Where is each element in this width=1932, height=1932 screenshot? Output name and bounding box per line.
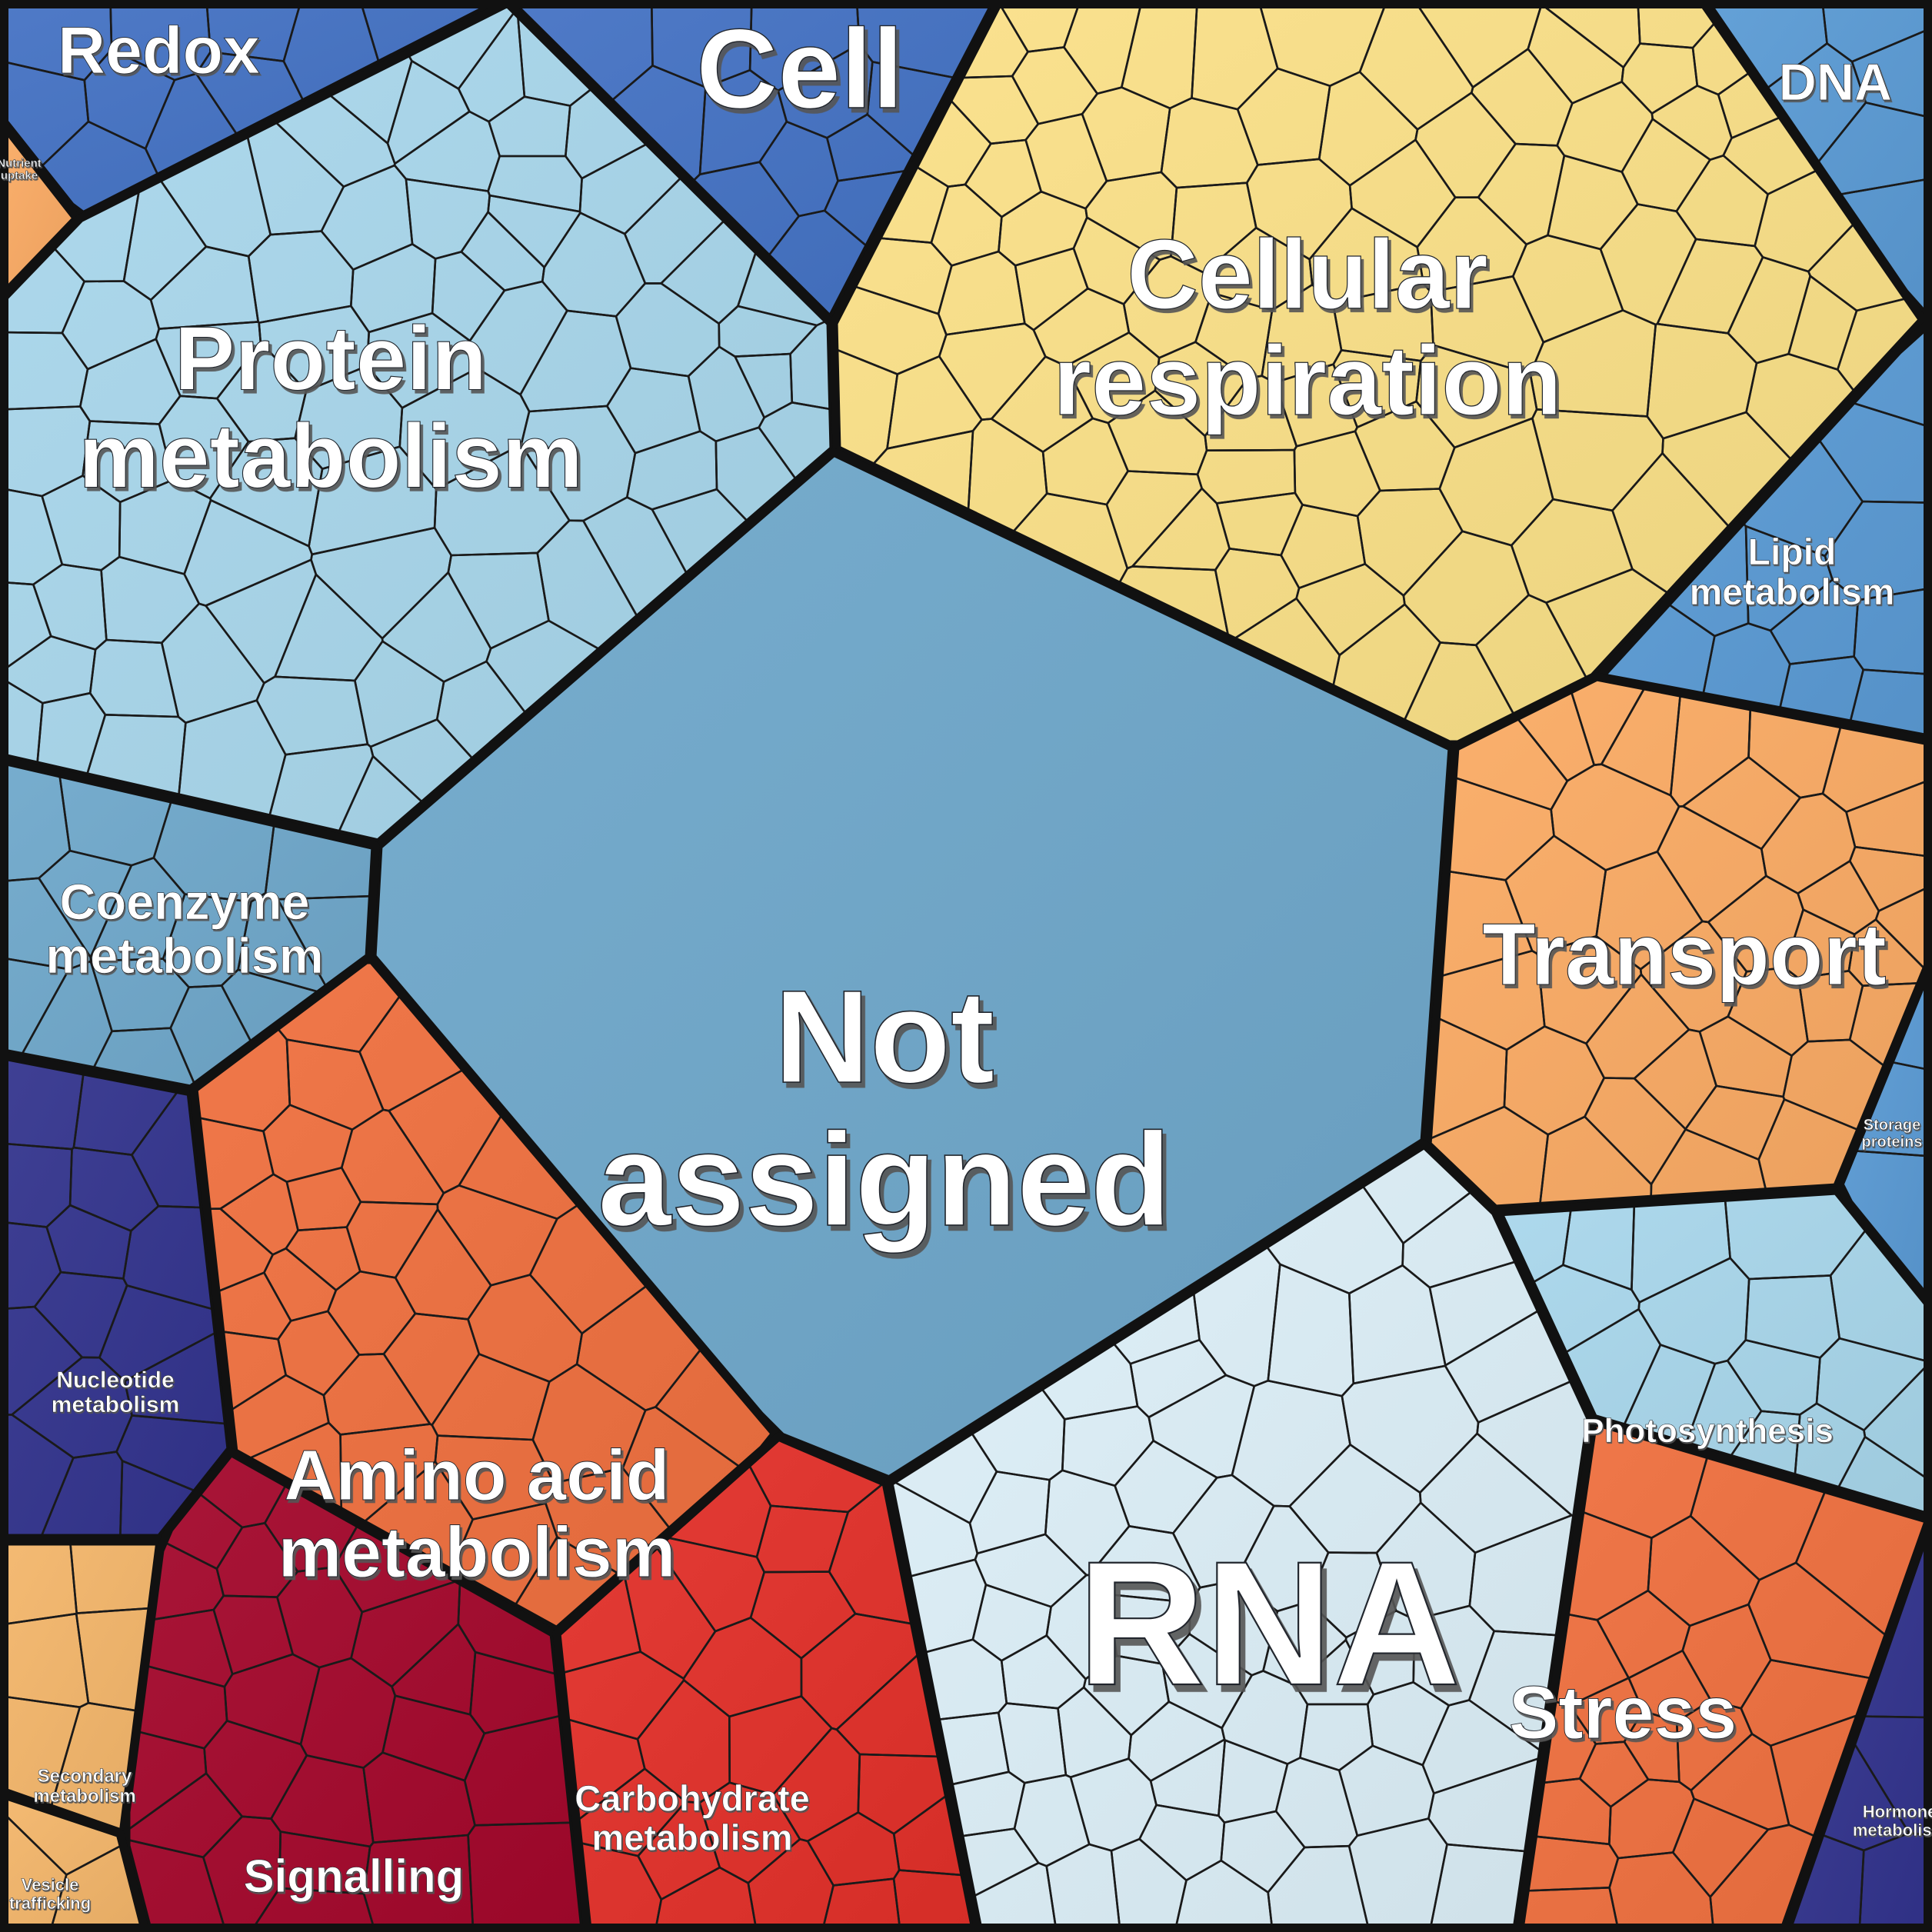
svg-text:Storage: Storage	[1864, 1117, 1920, 1134]
svg-text:Nucleotide: Nucleotide	[56, 1367, 174, 1393]
svg-text:Not: Not	[774, 963, 995, 1111]
svg-text:assigned: assigned	[598, 1106, 1171, 1254]
svg-text:trafficking: trafficking	[9, 1894, 91, 1913]
svg-text:Cellular: Cellular	[1127, 220, 1488, 330]
svg-text:Cell: Cell	[696, 6, 904, 132]
svg-text:metabolism: metabolism	[78, 406, 583, 508]
svg-text:respiration: respiration	[1053, 326, 1562, 436]
svg-text:metabolism: metabolism	[591, 1817, 792, 1857]
svg-text:proteins: proteins	[1862, 1134, 1923, 1151]
svg-text:Photosynthesis: Photosynthesis	[1581, 1412, 1834, 1450]
svg-text:Hormone: Hormone	[1863, 1802, 1932, 1821]
svg-text:Coenzyme: Coenzyme	[59, 874, 309, 930]
svg-text:metabolism: metabolism	[1690, 572, 1895, 613]
svg-text:Redox: Redox	[58, 14, 260, 88]
svg-text:uptake: uptake	[1, 169, 38, 182]
svg-text:Lipid: Lipid	[1748, 532, 1837, 573]
svg-text:Nutrient: Nutrient	[0, 157, 42, 170]
svg-text:Protein: Protein	[175, 308, 488, 409]
svg-text:Carbohydrate: Carbohydrate	[575, 1778, 810, 1819]
svg-text:Amino acid: Amino acid	[284, 1435, 669, 1515]
svg-text:RNA: RNA	[1078, 1524, 1461, 1722]
svg-text:Vesicle: Vesicle	[22, 1875, 79, 1894]
svg-text:Secondary: Secondary	[38, 1766, 132, 1787]
svg-text:Transport: Transport	[1482, 906, 1887, 1004]
svg-text:DNA: DNA	[1779, 53, 1892, 112]
svg-text:metabolism: metabolism	[1853, 1820, 1932, 1840]
svg-text:Stress: Stress	[1509, 1671, 1737, 1754]
svg-text:metabolism: metabolism	[33, 1786, 135, 1807]
svg-text:metabolism: metabolism	[278, 1512, 676, 1592]
svg-text:metabolism: metabolism	[52, 1392, 180, 1417]
svg-text:Signalling: Signalling	[244, 1850, 465, 1902]
svg-text:metabolism: metabolism	[45, 928, 323, 984]
